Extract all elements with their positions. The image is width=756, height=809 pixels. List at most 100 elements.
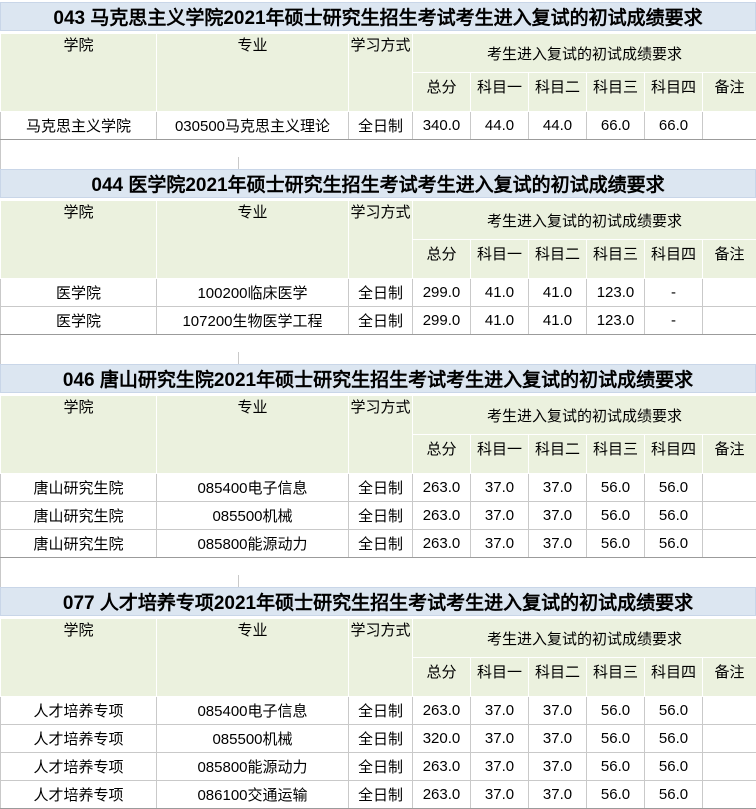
col-header-study-mode: 学习方式 [349, 396, 413, 474]
col-header-subject1: 科目一 [471, 435, 529, 474]
cell-mode: 全日制 [349, 725, 413, 753]
cell-total: 299.0 [413, 307, 471, 335]
scores-table-header: 学院 专业 学习方式 考生进入复试的初试成绩要求 总分 科目一 科目二 科目三 … [1, 619, 756, 697]
col-header-major: 专业 [157, 201, 349, 279]
section-gap [0, 335, 756, 364]
section-gap [0, 140, 756, 169]
col-header-subject4: 科目四 [645, 240, 703, 279]
cell-s4: 56.0 [645, 725, 703, 753]
cell-note [703, 112, 756, 140]
col-header-score-requirements-group: 考生进入复试的初试成绩要求 [413, 34, 756, 73]
section-title: 043 马克思主义学院2021年硕士研究生招生考试考生进入复试的初试成绩要求 [53, 3, 702, 30]
col-header-subject1: 科目一 [471, 658, 529, 697]
cell-s3: 56.0 [587, 474, 645, 502]
score-table-section: 077 人才培养专项2021年硕士研究生招生考试考生进入复试的初试成绩要求 学院… [0, 587, 756, 809]
col-header-subject4: 科目四 [645, 73, 703, 112]
col-header-subject2: 科目二 [529, 658, 587, 697]
cell-mode: 全日制 [349, 307, 413, 335]
cell-note [703, 530, 756, 558]
cell-total: 263.0 [413, 530, 471, 558]
col-header-total-score: 总分 [413, 658, 471, 697]
cell-s2: 37.0 [529, 530, 587, 558]
cell-s2: 41.0 [529, 307, 587, 335]
col-header-subject4: 科目四 [645, 435, 703, 474]
cell-note [703, 502, 756, 530]
cell-major: 085400电子信息 [157, 474, 349, 502]
cell-s1: 37.0 [471, 725, 529, 753]
cell-s3: 123.0 [587, 279, 645, 307]
col-header-college: 学院 [1, 619, 157, 697]
section-title-bar: 046 唐山研究生院2021年硕士研究生招生考试考生进入复试的初试成绩要求 [0, 364, 756, 393]
cell-major: 107200生物医学工程 [157, 307, 349, 335]
cell-s2: 37.0 [529, 781, 587, 809]
scores-table-header: 学院 专业 学习方式 考生进入复试的初试成绩要求 总分 科目一 科目二 科目三 … [1, 396, 756, 474]
col-header-college: 学院 [1, 396, 157, 474]
cell-college: 人才培养专项 [1, 725, 157, 753]
cell-s4: 56.0 [645, 781, 703, 809]
scores-table: 学院 专业 学习方式 考生进入复试的初试成绩要求 总分 科目一 科目二 科目三 … [0, 33, 756, 140]
cell-s4: 56.0 [645, 530, 703, 558]
section-title: 044 医学院2021年硕士研究生招生考试考生进入复试的初试成绩要求 [91, 170, 664, 197]
col-header-major: 专业 [157, 396, 349, 474]
section-gap [0, 558, 756, 587]
cell-s4: 56.0 [645, 502, 703, 530]
cell-total: 320.0 [413, 725, 471, 753]
cell-s3: 56.0 [587, 781, 645, 809]
col-header-subject1: 科目一 [471, 240, 529, 279]
cell-college: 人才培养专项 [1, 697, 157, 725]
col-header-score-requirements-group: 考生进入复试的初试成绩要求 [413, 396, 756, 435]
cell-s4: - [645, 279, 703, 307]
cell-college: 马克思主义学院 [1, 112, 157, 140]
cell-total: 263.0 [413, 697, 471, 725]
col-header-major: 专业 [157, 619, 349, 697]
cell-college: 人才培养专项 [1, 753, 157, 781]
cell-major: 085400电子信息 [157, 697, 349, 725]
cell-total: 263.0 [413, 474, 471, 502]
col-header-remarks: 备注 [703, 240, 756, 279]
cell-total: 263.0 [413, 753, 471, 781]
col-header-remarks: 备注 [703, 435, 756, 474]
cell-s2: 37.0 [529, 474, 587, 502]
col-header-remarks: 备注 [703, 73, 756, 112]
cell-college: 唐山研究生院 [1, 530, 157, 558]
scores-table-header: 学院 专业 学习方式 考生进入复试的初试成绩要求 总分 科目一 科目二 科目三 … [1, 34, 756, 112]
col-header-major: 专业 [157, 34, 349, 112]
cell-major: 030500马克思主义理论 [157, 112, 349, 140]
section-title-bar: 077 人才培养专项2021年硕士研究生招生考试考生进入复试的初试成绩要求 [0, 587, 756, 616]
scores-table-header: 学院 专业 学习方式 考生进入复试的初试成绩要求 总分 科目一 科目二 科目三 … [1, 201, 756, 279]
cell-s2: 37.0 [529, 502, 587, 530]
scores-table: 学院 专业 学习方式 考生进入复试的初试成绩要求 总分 科目一 科目二 科目三 … [0, 200, 756, 335]
cell-note [703, 781, 756, 809]
cell-s1: 37.0 [471, 697, 529, 725]
cell-s2: 37.0 [529, 697, 587, 725]
cell-total: 263.0 [413, 502, 471, 530]
cell-note [703, 474, 756, 502]
cell-s3: 56.0 [587, 502, 645, 530]
col-header-total-score: 总分 [413, 240, 471, 279]
cell-s1: 37.0 [471, 781, 529, 809]
col-header-total-score: 总分 [413, 73, 471, 112]
col-header-college: 学院 [1, 34, 157, 112]
col-header-subject1: 科目一 [471, 73, 529, 112]
cell-mode: 全日制 [349, 112, 413, 140]
col-header-study-mode: 学习方式 [349, 201, 413, 279]
cell-s4: 56.0 [645, 697, 703, 725]
cell-college: 唐山研究生院 [1, 502, 157, 530]
cell-college: 医学院 [1, 279, 157, 307]
cell-s1: 37.0 [471, 502, 529, 530]
col-header-score-requirements-group: 考生进入复试的初试成绩要求 [413, 201, 756, 240]
cell-note [703, 697, 756, 725]
score-table-section: 043 马克思主义学院2021年硕士研究生招生考试考生进入复试的初试成绩要求 学… [0, 2, 756, 140]
col-header-study-mode: 学习方式 [349, 34, 413, 112]
col-header-subject3: 科目三 [587, 658, 645, 697]
cell-s1: 41.0 [471, 307, 529, 335]
cell-mode: 全日制 [349, 474, 413, 502]
cell-mode: 全日制 [349, 753, 413, 781]
